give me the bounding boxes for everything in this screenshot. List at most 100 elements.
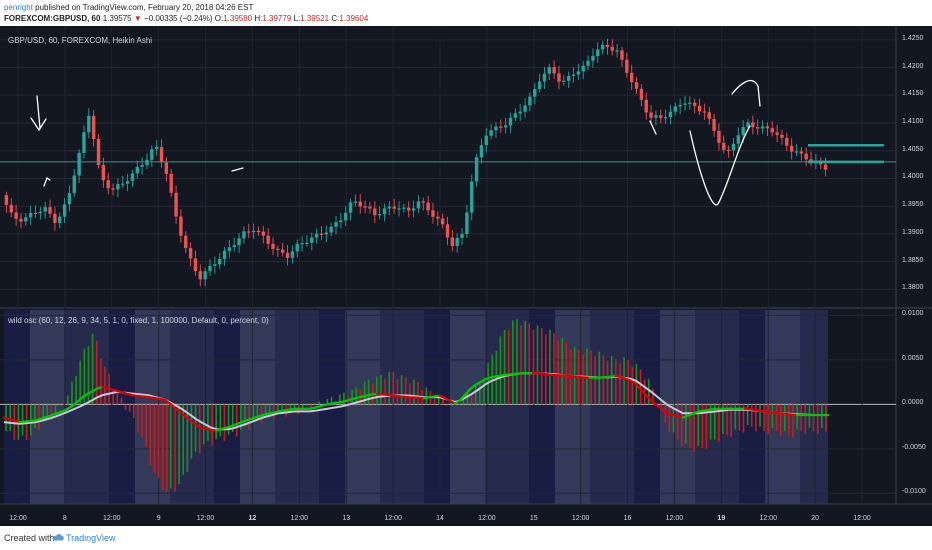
hand-tick-drawing — [43, 177, 51, 187]
candle-body — [271, 243, 275, 249]
candle-body — [465, 212, 469, 234]
candle-body — [295, 243, 299, 252]
candle-body — [479, 145, 484, 158]
candle-body — [770, 128, 774, 133]
candle-body — [634, 82, 639, 89]
candle-body — [566, 75, 571, 81]
session-band — [345, 310, 380, 504]
candle-body — [363, 206, 367, 208]
candle-body — [281, 249, 285, 253]
signal-line — [3, 372, 828, 431]
candle-body — [247, 231, 251, 233]
candle-body — [547, 67, 551, 74]
time-axis-label: 12:00 — [478, 515, 496, 522]
tradingview-brand-link[interactable]: TradingView — [66, 533, 116, 543]
low-label: L: — [293, 14, 301, 23]
author-link[interactable]: penright — [4, 3, 33, 12]
candle-body — [537, 81, 542, 89]
footer: Created with TradingView — [0, 526, 932, 550]
candle-body — [392, 206, 396, 209]
candle-body — [116, 184, 120, 190]
candle-body — [62, 204, 67, 217]
time-axis-label: 12:00 — [196, 515, 215, 522]
macd-line-segment — [650, 400, 659, 407]
price-axis-label: 1.4250 — [902, 34, 924, 42]
hand-dash-drawing — [231, 167, 244, 172]
osc-axis-label: 0.0050 — [902, 354, 924, 362]
quote-line: FOREXCOM:GBPUSD, 60 1.39575 ▼ −0.00335 (… — [4, 14, 368, 23]
time-axis-label: 15 — [529, 515, 538, 522]
candle-body — [19, 218, 23, 222]
candle-body — [702, 111, 707, 113]
candle-body — [576, 71, 581, 75]
candle-body — [407, 207, 411, 211]
close-value: 1.39604 — [339, 14, 369, 23]
candle-body — [227, 247, 232, 251]
time-axis-label: 8 — [62, 515, 67, 522]
candle-body — [741, 126, 745, 136]
candle-body — [731, 143, 736, 151]
candle-body — [586, 60, 590, 66]
time-axis-label: 20 — [811, 515, 820, 522]
price-axis-label: 1.3950 — [902, 201, 924, 209]
candle-body — [353, 201, 358, 203]
candle-body — [184, 235, 188, 249]
candle-body — [688, 102, 692, 104]
down-arrow-head-drawing — [30, 117, 47, 132]
macd-line-segment — [179, 410, 187, 418]
candle-body — [726, 149, 731, 152]
candle-body — [4, 195, 9, 205]
candle-body — [91, 115, 96, 139]
session-band — [214, 310, 240, 504]
candle-body — [513, 113, 518, 118]
candle-body — [610, 46, 615, 51]
candle-body — [33, 212, 38, 215]
time-axis-label: 19 — [717, 515, 726, 522]
candle-body — [663, 117, 668, 119]
candle-body — [436, 216, 440, 219]
macd-line-segment — [640, 389, 648, 397]
candle-body — [82, 132, 86, 153]
macd-line-segment — [458, 393, 467, 402]
candle-body — [683, 103, 687, 105]
candle-body — [101, 165, 106, 181]
candle-body — [484, 135, 488, 146]
candle-body — [53, 213, 57, 223]
candle-body — [697, 105, 702, 112]
candle-body — [305, 242, 309, 244]
session-band — [450, 310, 485, 504]
tradingview-cloud-icon — [52, 534, 64, 541]
candle-body — [523, 105, 527, 112]
candle-body — [470, 181, 474, 213]
chart-area[interactable]: GBP/USD, 60, FOREXCOM, Heikin Ashi wild … — [0, 26, 932, 526]
candle-body — [474, 157, 479, 182]
candle-body — [411, 208, 416, 211]
price-axis-label: 1.3800 — [902, 284, 924, 292]
candle-body — [358, 201, 362, 207]
symbol-label: FOREXCOM:GBPUSD, 60 — [4, 14, 101, 23]
candle-body — [789, 145, 794, 152]
candle-body — [431, 210, 435, 217]
candle-body — [58, 216, 62, 223]
candle-body — [251, 230, 256, 233]
osc-axis-label: -0.0100 — [902, 488, 926, 496]
candle-body — [164, 162, 169, 174]
candle-body — [736, 135, 741, 144]
candle-body — [208, 265, 212, 272]
candle-body — [421, 201, 425, 203]
candle-body — [387, 206, 392, 209]
candle-body — [203, 271, 207, 280]
candle-body — [329, 226, 333, 233]
time-axis-label: 12:00 — [384, 515, 402, 522]
candle-body — [72, 175, 76, 194]
candle-body — [605, 44, 610, 47]
price-axis-label: 1.4100 — [902, 118, 924, 126]
macd-line-segment — [655, 404, 664, 411]
candle-body — [314, 233, 319, 238]
chart-canvas[interactable] — [0, 26, 932, 526]
candle-body — [159, 147, 164, 163]
candle-body — [261, 231, 266, 236]
candle-body — [799, 151, 804, 154]
candle-body — [285, 252, 290, 258]
publication-header: penright published on TradingView.com, F… — [0, 0, 932, 26]
